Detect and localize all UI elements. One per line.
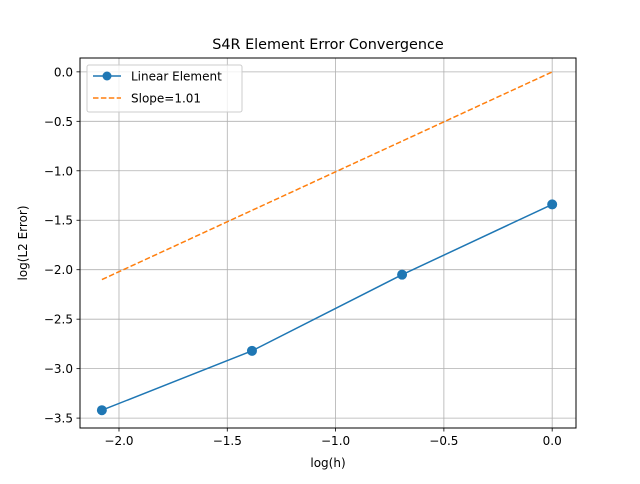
series-line-linear-element (101, 203, 553, 411)
series-layer (96, 71, 558, 416)
y-axis-label: log(L2 Error) (16, 205, 30, 280)
legend-box (86, 64, 243, 113)
y-tick-label: −1.0 (44, 164, 73, 178)
legend-label-linear-element: Linear Element (131, 70, 222, 84)
x-tick-label: −0.5 (429, 434, 458, 448)
data-point (547, 199, 558, 210)
x-tick-label: −1.0 (321, 434, 350, 448)
y-tick-label: −3.5 (44, 412, 73, 426)
data-point (246, 345, 257, 356)
y-tick-label: −0.5 (44, 115, 73, 129)
y-axis-ticks: 0.0 −0.5 −1.0 −1.5 −2.0 −2.5 −3.0 −3.5 (44, 65, 80, 426)
y-tick-label: −3.0 (44, 362, 73, 376)
axes-frame (79, 57, 577, 429)
y-tick-label: −1.5 (44, 214, 73, 228)
grid-lines (80, 58, 576, 428)
data-point (397, 269, 408, 280)
y-tick-label: −2.5 (44, 313, 73, 327)
chart-title: S4R Element Error Convergence (212, 37, 444, 53)
y-tick-label: 0.0 (54, 65, 73, 79)
x-axis-ticks: −2.0 −1.5 −1.0 −0.5 0.0 (104, 428, 562, 448)
legend-marker-linear-element (102, 71, 112, 81)
x-tick-label: −2.0 (104, 434, 133, 448)
legend-label-slope: Slope=1.01 (131, 92, 201, 106)
data-point (96, 405, 107, 416)
series-line-slope (101, 71, 553, 281)
x-tick-label: 0.0 (543, 434, 562, 448)
legend: Linear Element Slope=1.01 (86, 64, 243, 113)
x-axis-label: log(h) (310, 456, 345, 470)
x-tick-label: −1.5 (213, 434, 242, 448)
y-tick-label: −2.0 (44, 263, 73, 277)
